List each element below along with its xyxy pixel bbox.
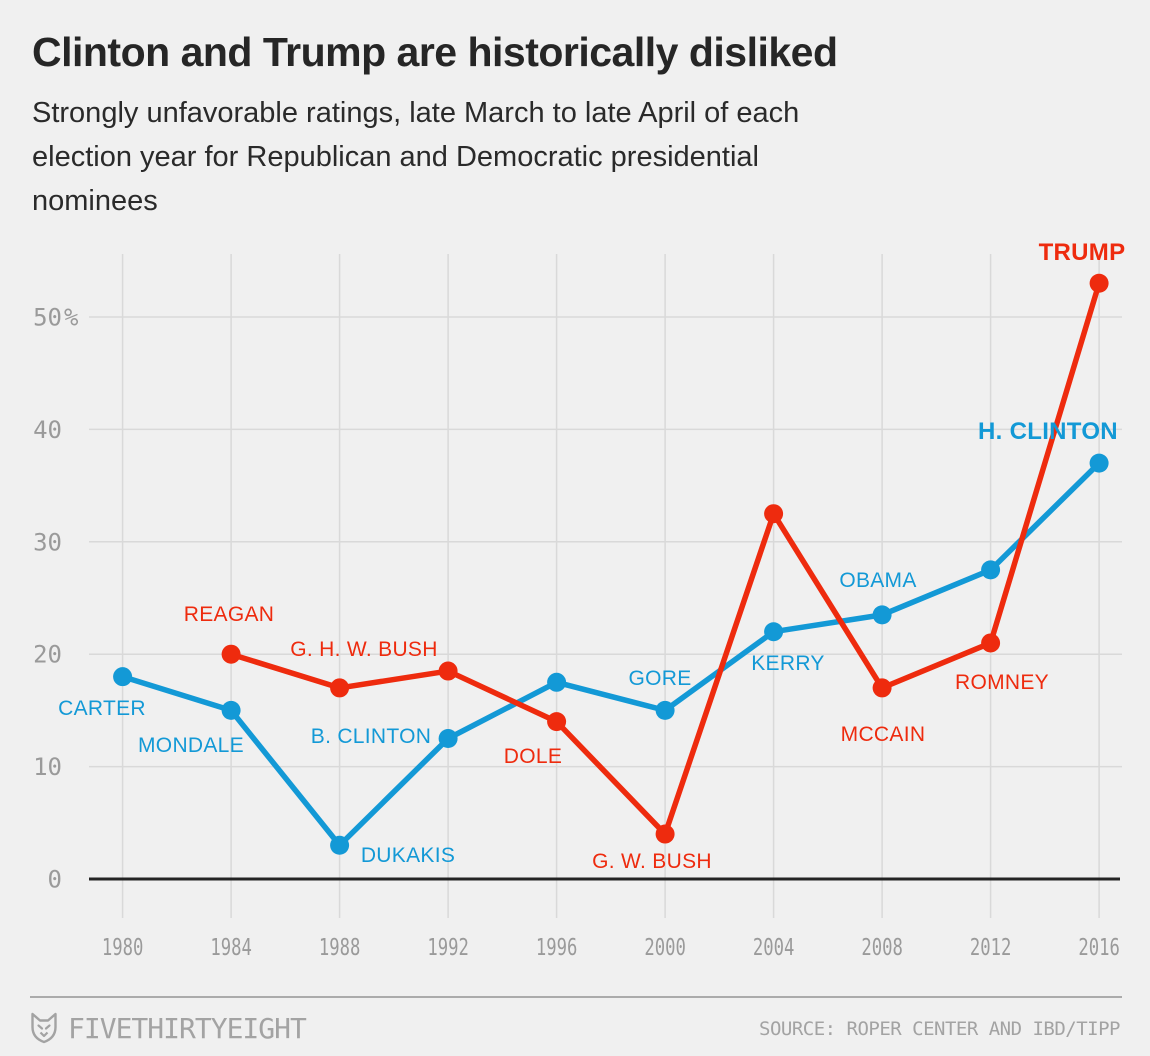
candidate-label-dukakis: DUKAKIS <box>361 844 455 867</box>
candidate-label-g-w-bush: G. W. BUSH <box>592 850 712 873</box>
y-tick-label-40: 40 <box>33 416 62 444</box>
x-tick-label-2012: 2012 <box>970 934 1012 961</box>
candidate-label-obama: OBAMA <box>839 569 916 592</box>
data-point-democrat-2000 <box>655 700 675 720</box>
y-tick-label-20: 20 <box>33 641 62 669</box>
democratic-nominees-line <box>119 460 1102 849</box>
x-tick-label-2004: 2004 <box>753 934 795 961</box>
x-tick-label-1992: 1992 <box>427 934 469 961</box>
y-tick-suffix-50: % <box>64 304 79 332</box>
y-tick-label-30: 30 <box>33 528 62 556</box>
candidate-label-gore: GORE <box>628 667 691 690</box>
candidate-label-g-h-w-bush: G. H. W. BUSH <box>290 638 437 661</box>
chart-subtitle: Strongly unfavorable ratings, late March… <box>32 91 1112 223</box>
candidate-label-h-clinton: H. CLINTON <box>978 418 1118 445</box>
y-tick-label-50: 50 <box>33 304 62 332</box>
data-point-democrat-1984 <box>221 700 241 720</box>
subtitle-line-1: Strongly unfavorable ratings, late March… <box>32 97 800 130</box>
data-point-democrat-1988 <box>330 835 350 855</box>
data-point-republican-1992 <box>438 661 458 681</box>
subtitle-line-3: nominees <box>32 185 158 218</box>
y-tick-label-10: 10 <box>33 753 62 781</box>
data-point-democrat-1992 <box>438 729 458 748</box>
x-tick-label-1980: 1980 <box>102 934 144 961</box>
data-point-republican-2016 <box>1089 273 1109 293</box>
footer-brand: FIVETHIRTYEIGHT <box>30 1008 307 1048</box>
fivethirtyeight-wordmark: FIVETHIRTYEIGHT <box>68 1011 307 1045</box>
subtitle-line-2: election year for Republican and Democra… <box>32 141 759 174</box>
data-point-republican-1984 <box>221 644 241 664</box>
y-tick-label-0: 0 <box>48 866 62 894</box>
candidate-label-trump: TRUMP <box>1039 239 1126 266</box>
candidate-label-dole: DOLE <box>504 745 562 768</box>
fivethirtyeight-fox-icon <box>31 1012 57 1044</box>
data-point-democrat-2004 <box>764 622 784 642</box>
unfavorable-ratings-line-chart: 0 10 20 30 40 50 % 1980 1984 1988 1992 1996 2000 2004… <box>33 239 1126 961</box>
data-point-republican-2004 <box>764 504 784 524</box>
candidate-label-b-clinton: B. CLINTON <box>311 725 431 748</box>
x-tick-label-2000: 2000 <box>644 934 686 961</box>
x-tick-label-2016: 2016 <box>1078 934 1120 961</box>
source-credit: SOURCE: ROPER CENTER AND IBD/TIPP <box>759 1018 1121 1040</box>
data-point-democrat-1980 <box>113 667 133 687</box>
data-point-democrat-2012 <box>981 560 1001 580</box>
candidate-label-kerry: KERRY <box>751 652 824 675</box>
data-point-democrat-2016 <box>1089 453 1109 473</box>
x-tick-label-1988: 1988 <box>319 934 361 961</box>
candidate-label-romney: ROMNEY <box>955 671 1049 694</box>
candidate-label-carter: CARTER <box>58 697 146 720</box>
candidate-label-mondale: MONDALE <box>138 734 244 757</box>
data-point-republican-2012 <box>981 633 1001 653</box>
chart-title: Clinton and Trump are historically disli… <box>32 29 838 75</box>
candidate-label-reagan: REAGAN <box>184 603 275 626</box>
data-point-republican-2008 <box>872 678 892 698</box>
data-point-republican-1996 <box>547 712 567 732</box>
candidate-label-mccain: MCCAIN <box>841 723 926 746</box>
x-tick-label-1984: 1984 <box>210 934 252 961</box>
x-tick-label-1996: 1996 <box>536 934 578 961</box>
data-point-democrat-1996 <box>547 672 567 692</box>
data-point-democrat-2008 <box>872 605 892 625</box>
chart-header: Clinton and Trump are historically disli… <box>32 29 1112 223</box>
data-point-republican-1988 <box>330 678 350 698</box>
footer-divider <box>30 996 1122 998</box>
data-point-republican-2000 <box>655 824 675 844</box>
x-tick-label-2008: 2008 <box>861 934 903 961</box>
